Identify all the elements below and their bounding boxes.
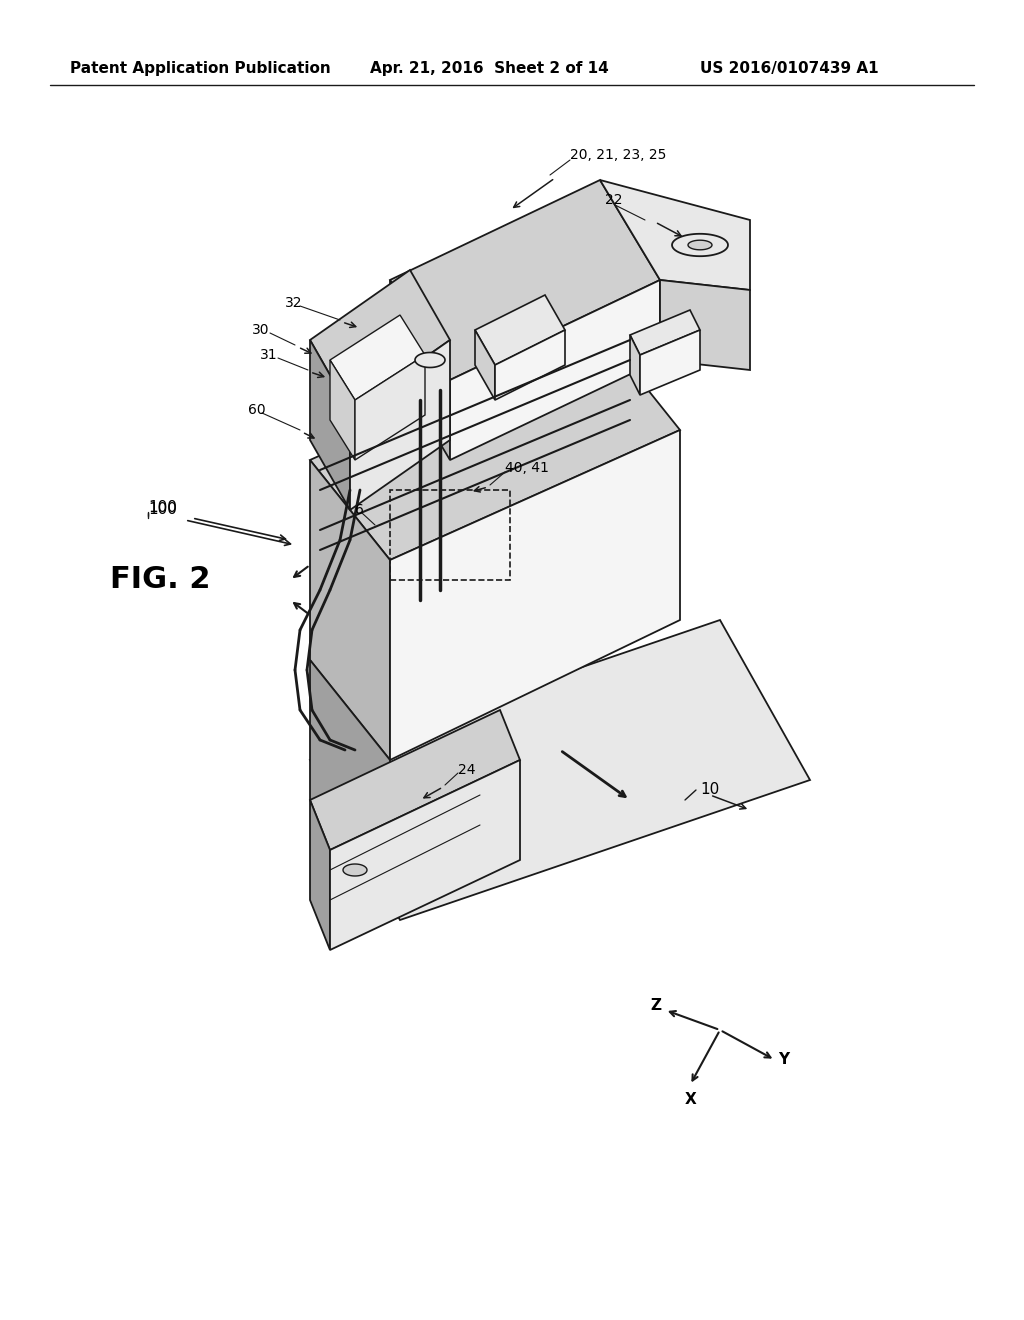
Polygon shape [390,180,660,380]
Polygon shape [390,280,450,459]
Text: Patent Application Publication: Patent Application Publication [70,61,331,75]
Polygon shape [415,352,445,367]
Polygon shape [660,280,750,370]
Polygon shape [475,330,495,400]
Text: Y: Y [778,1052,790,1068]
Text: Apr. 21, 2016  Sheet 2 of 14: Apr. 21, 2016 Sheet 2 of 14 [370,61,608,75]
Text: 60: 60 [248,403,265,417]
Polygon shape [310,341,350,510]
Text: US 2016/0107439 A1: US 2016/0107439 A1 [700,61,879,75]
Text: X: X [685,1093,696,1107]
Text: 20, 21, 23, 25: 20, 21, 23, 25 [570,148,667,162]
Polygon shape [495,330,565,400]
Polygon shape [640,330,700,395]
Polygon shape [310,660,390,900]
Polygon shape [630,310,700,355]
Polygon shape [310,620,810,920]
Polygon shape [355,355,425,459]
Polygon shape [350,341,450,510]
Text: 32: 32 [285,296,302,310]
Polygon shape [330,360,355,459]
Polygon shape [330,315,425,400]
Polygon shape [475,294,565,366]
Polygon shape [600,180,750,290]
Text: 100: 100 [148,503,177,517]
Polygon shape [630,335,640,395]
Polygon shape [450,280,660,459]
Polygon shape [310,459,390,760]
Text: 24: 24 [458,763,475,777]
Text: 6: 6 [355,503,364,517]
Text: FIG. 2: FIG. 2 [110,565,211,594]
Polygon shape [310,330,680,560]
Polygon shape [310,710,520,850]
Polygon shape [310,271,450,411]
Polygon shape [330,760,520,950]
Polygon shape [310,800,330,950]
Polygon shape [672,234,728,256]
Polygon shape [688,240,712,249]
Text: Z: Z [650,998,662,1012]
Text: 10: 10 [700,783,719,797]
Text: 31: 31 [260,348,278,362]
Text: 40, 41: 40, 41 [505,461,549,475]
Polygon shape [343,865,367,876]
Text: 30: 30 [252,323,269,337]
Text: 22: 22 [605,193,623,207]
Text: 100: 100 [148,500,177,516]
Polygon shape [390,430,680,760]
